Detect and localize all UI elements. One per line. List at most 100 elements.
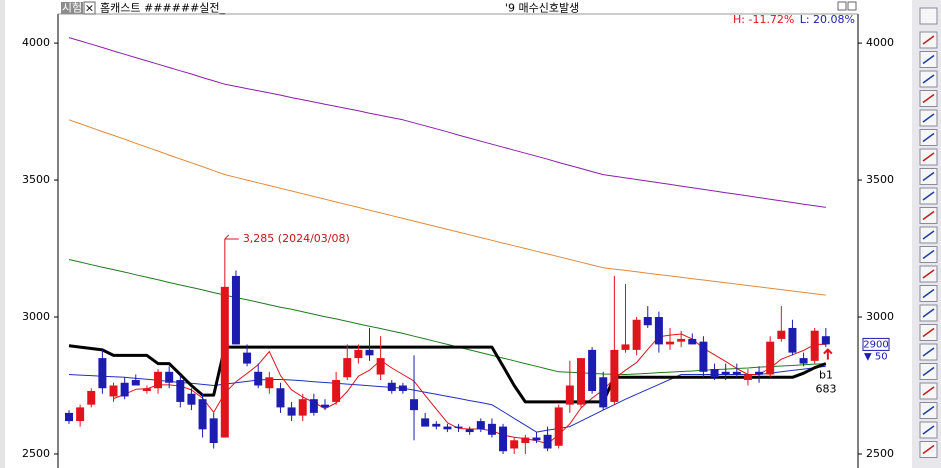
candle-body xyxy=(532,437,541,441)
toolbar-icon-glyph xyxy=(922,93,935,104)
candle-body xyxy=(332,380,341,402)
y2-tick-label: 2500 xyxy=(866,447,894,460)
candle-body xyxy=(276,388,285,408)
y2-tick-label: 3000 xyxy=(866,310,894,323)
candle-body xyxy=(654,317,663,345)
minimize-button[interactable] xyxy=(847,1,857,11)
candle-body xyxy=(588,349,597,391)
toolbar-icon xyxy=(919,7,938,25)
candle-body xyxy=(176,380,185,402)
candle-body xyxy=(165,371,174,383)
moving-line xyxy=(68,344,827,404)
toolbar-icon-glyph xyxy=(922,230,935,240)
candle-body xyxy=(454,426,463,428)
candle-body xyxy=(821,336,830,345)
signal-label: b1 xyxy=(819,369,833,382)
panel-tag: 시험 xyxy=(62,2,82,15)
candle-body xyxy=(543,434,552,449)
candle-body xyxy=(65,412,73,422)
moving-line xyxy=(68,365,826,433)
annotation-arrow xyxy=(224,234,239,240)
annotation: 3,285 (2024/03/08) xyxy=(243,232,350,245)
moving-line xyxy=(68,119,826,296)
low-label: L: 20.08% xyxy=(800,13,855,26)
candle-body xyxy=(688,338,697,345)
toolbar-icon-glyph xyxy=(922,269,935,279)
candle-body xyxy=(799,358,808,364)
candle-body xyxy=(87,390,96,405)
signal-count: 683 xyxy=(816,383,837,396)
high-label: H: -11.72% xyxy=(733,13,794,26)
price-tag-box xyxy=(862,337,890,351)
candle-body xyxy=(643,317,652,326)
candle-body xyxy=(677,338,686,342)
candle-body xyxy=(198,399,207,430)
change-label: ▼ 50 xyxy=(864,351,888,362)
toolbar-icon-glyph xyxy=(922,386,935,396)
toolbar-icon-glyph xyxy=(922,171,935,182)
candle-body xyxy=(699,341,708,372)
close-button-box[interactable] xyxy=(83,1,96,15)
candle-body xyxy=(710,369,719,378)
y-tick-label: 3000 xyxy=(22,310,50,323)
candle-body xyxy=(499,426,508,452)
candle-body xyxy=(209,418,218,444)
candle-body xyxy=(632,319,641,350)
chart-title: 홈캐스트 ######실전_ xyxy=(100,1,226,15)
toolbar-icon-glyph xyxy=(922,113,935,123)
candle-body xyxy=(320,404,329,408)
candle-body xyxy=(154,371,163,389)
candle-body xyxy=(443,426,452,430)
candle-body xyxy=(421,418,430,427)
candle-body xyxy=(243,352,252,364)
signal-arrow xyxy=(823,348,833,360)
candle-body xyxy=(187,393,196,405)
candle-body xyxy=(721,371,730,375)
toolbar-icon-glyph xyxy=(922,327,935,338)
candle-body xyxy=(599,377,608,408)
candle-body xyxy=(465,429,474,433)
panel-tag-box xyxy=(61,2,83,14)
candle-body xyxy=(410,399,419,411)
toolbar-icon-glyph xyxy=(922,249,935,260)
candle-body xyxy=(220,286,229,438)
y-tick-label: 4000 xyxy=(22,36,50,49)
y-tick-label: 2500 xyxy=(22,447,50,460)
toolbar-icon-glyph xyxy=(922,191,935,201)
candle-body xyxy=(476,421,485,430)
candle-body xyxy=(565,385,574,405)
candle-body xyxy=(287,407,296,416)
y2-tick-label: 4000 xyxy=(866,36,894,49)
candle-body xyxy=(120,382,129,397)
candle-body xyxy=(743,374,752,381)
candle-body xyxy=(298,399,307,416)
candle-body xyxy=(109,385,118,397)
candle-body xyxy=(788,327,797,353)
candle-body xyxy=(777,330,786,339)
candle-body xyxy=(610,349,619,402)
candle-body xyxy=(487,423,496,435)
restore-button[interactable] xyxy=(837,1,847,11)
candle-body xyxy=(354,349,363,359)
signal-text: '9 매수신호발생 xyxy=(505,2,579,15)
toolbar-icon-glyph xyxy=(922,444,935,455)
close-button[interactable]: × xyxy=(85,2,94,15)
candle-body xyxy=(576,358,585,405)
toolbar-icon-glyph xyxy=(922,405,935,416)
candle-body xyxy=(621,344,630,350)
candle-body xyxy=(766,341,775,375)
toolbar-icon-glyph xyxy=(922,308,935,318)
y2-tick-label: 3500 xyxy=(866,173,894,186)
toolbar-icon-glyph xyxy=(922,152,935,162)
candle-body xyxy=(142,388,151,391)
candle-body xyxy=(343,358,352,378)
toolbar-icon-glyph xyxy=(922,132,935,143)
candle-body xyxy=(309,399,318,413)
candle-body xyxy=(810,330,819,361)
candle-body xyxy=(398,385,407,391)
toolbar-icon-glyph xyxy=(922,425,935,435)
candle-body xyxy=(365,349,374,356)
candle-body xyxy=(755,371,764,375)
